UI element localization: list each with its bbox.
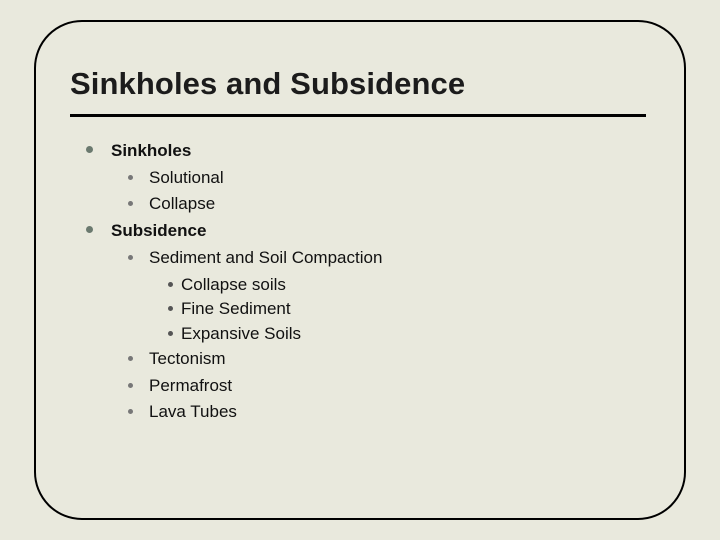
bullet-l2-icon [128,175,133,180]
list-item: Lava Tubes [128,400,644,425]
list-item: Sinkholes [86,139,644,163]
bullet-l2-icon [128,201,133,206]
list-item-text: Sinkholes [111,139,191,163]
bullet-l3-icon [168,282,173,287]
list-item-text: Collapse soils [181,273,286,297]
slide-content: Sinkholes Solutional Collapse Subsidence… [86,139,644,425]
list-item-text: Collapse [149,192,215,217]
list-item-text: Permafrost [149,374,232,399]
bullet-l1-icon [86,146,93,153]
list-item: Solutional [128,166,644,191]
list-item-text: Lava Tubes [149,400,237,425]
slide-title: Sinkholes and Subsidence [70,66,644,102]
bullet-l3-icon [168,331,173,336]
list-item: Expansive Soils [168,322,644,346]
list-item-text: Sediment and Soil Compaction [149,246,382,271]
list-item-text: Subsidence [111,219,206,243]
list-item: Collapse [128,192,644,217]
list-item: Collapse soils [168,273,644,297]
bullet-l2-icon [128,409,133,414]
list-item-text: Expansive Soils [181,322,301,346]
bullet-l2-icon [128,356,133,361]
list-item: Permafrost [128,374,644,399]
bullet-l3-icon [168,306,173,311]
list-item-text: Solutional [149,166,224,191]
list-item: Subsidence [86,219,644,243]
list-item: Tectonism [128,347,644,372]
bullet-l1-icon [86,226,93,233]
list-item: Fine Sediment [168,297,644,321]
list-item: Sediment and Soil Compaction [128,246,644,271]
slide-frame: Sinkholes and Subsidence Sinkholes Solut… [34,20,686,520]
list-item-text: Tectonism [149,347,226,372]
bullet-l2-icon [128,383,133,388]
bullet-l2-icon [128,255,133,260]
title-rule [70,114,646,117]
list-item-text: Fine Sediment [181,297,291,321]
